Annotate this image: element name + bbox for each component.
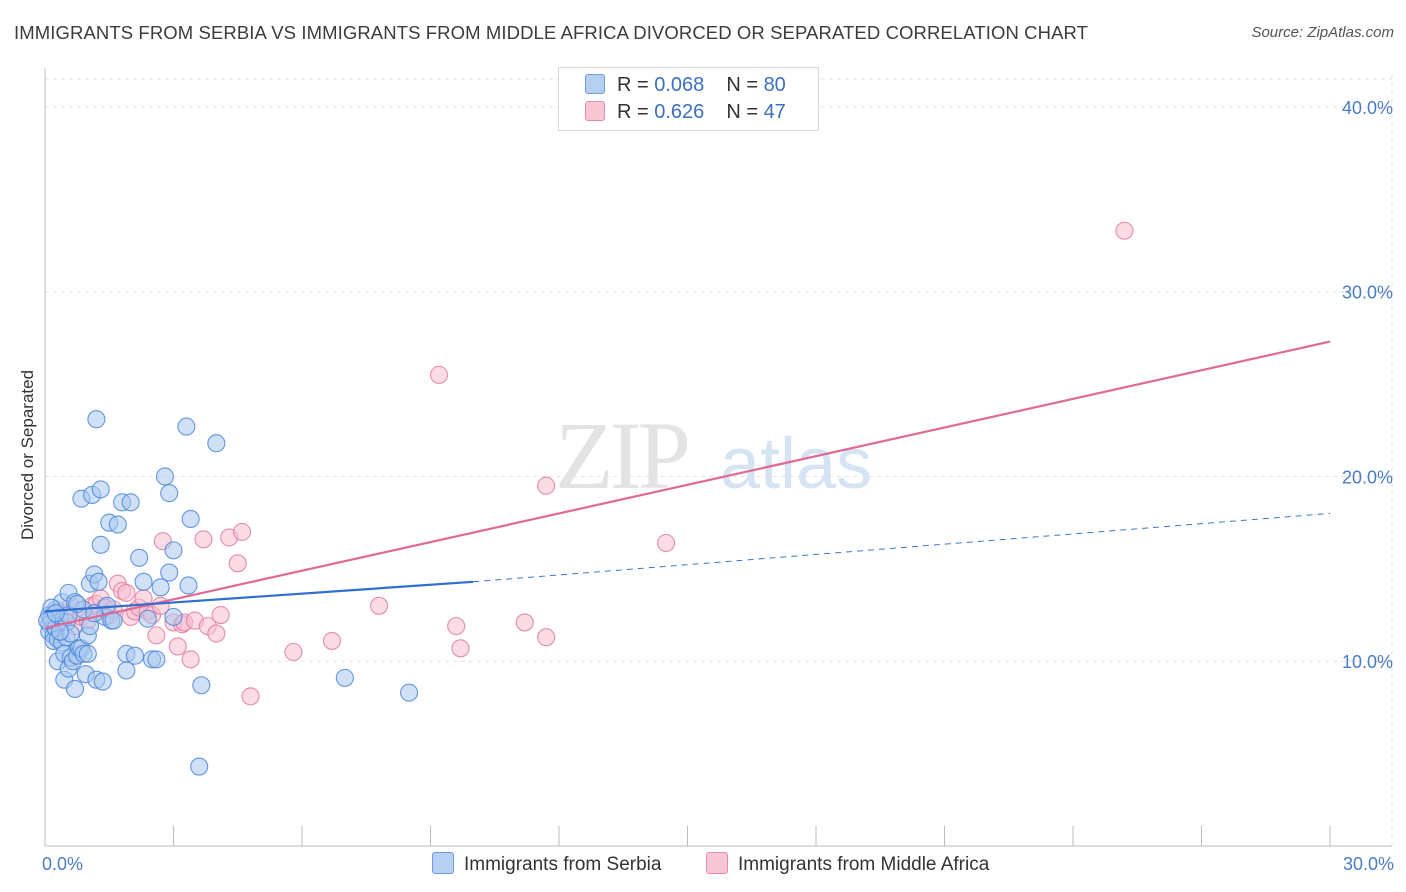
serbia-point [192,676,211,695]
serbia-point [179,576,198,595]
africa-point [117,583,136,602]
y-tick-label: 30.0% [1342,283,1393,303]
africa-point [232,522,252,541]
serbia-point [125,646,144,665]
africa-point [207,624,226,643]
serbia-point [91,535,110,554]
africa-r-value: 0.626 [654,101,705,123]
serbia-point [160,484,179,503]
africa-point [241,687,260,706]
africa-point [168,637,187,656]
africa-point [211,605,230,625]
serbia-point [151,578,170,597]
serbia-point [108,515,127,534]
legend-item-serbia[interactable]: Immigrants from Serbia [432,852,661,876]
serbia-point [177,417,196,436]
africa-point [322,631,342,650]
africa-point [451,639,470,658]
serbia-trendline [44,580,474,613]
serbia-point [46,604,65,623]
africa-point [515,613,534,632]
serbia-point [138,609,157,628]
serbia-point [190,757,209,776]
trendlines [44,340,1331,630]
africa-n-value: 47 [763,101,786,123]
legend-row-serbia: R = 0.068 N = 80 [585,74,786,98]
serbia-point [50,622,70,641]
x-tick-label: 30.0% [1343,854,1394,874]
africa-point [181,650,200,669]
legend-item-africa[interactable]: Immigrants from Middle Africa [706,852,989,876]
africa-trendline [44,340,1331,630]
africa-point [657,533,676,553]
serbia-point [147,650,166,669]
africa-legend-label: Immigrants from Middle Africa [738,854,990,875]
gridlines [45,75,1393,846]
serbia-point [160,563,179,582]
serbia-point [207,434,226,453]
serbia-point [400,683,419,702]
serbia-point [117,661,136,680]
africa-swatch [585,101,605,121]
serbia-point [93,672,112,691]
serbia-n-value: 80 [763,74,786,96]
serbia-point [121,493,140,512]
serbia-point [134,572,153,591]
serbia-swatch [585,74,605,94]
africa-legend-swatch [706,852,728,874]
watermark-zip: ZIP [555,402,688,509]
africa-n-label: N = [726,101,764,123]
serbia-point [335,668,354,687]
serbia-trendline-extension [473,512,1331,583]
serbia-n-label: N = [726,74,764,96]
serbia-legend-label: Immigrants from Serbia [464,854,662,875]
africa-point [370,596,389,615]
y-tick-labels: 10.0% 20.0% 30.0% 40.0% [1342,98,1393,672]
africa-point [228,554,247,573]
axes [44,68,1392,847]
serbia-point [164,607,183,626]
serbia-r-label: R = [617,74,655,96]
series-legend: Immigrants from Serbia Immigrants from M… [0,852,1406,878]
serbia-point [164,541,183,560]
x-tick-labels: 0.0% 30.0% [42,854,1394,874]
serbia-point [87,410,106,429]
stats-legend: R = 0.068 N = 80 R = 0.626 N = 47 [558,67,819,131]
africa-point [537,628,556,647]
africa-point [447,617,466,636]
africa-point [430,365,449,384]
y-tick-label: 10.0% [1342,652,1393,672]
serbia-point [65,679,85,699]
serbia-point [91,480,110,499]
africa-point [537,476,556,495]
africa-point [194,530,213,549]
y-tick-label: 20.0% [1342,467,1393,487]
x-tick-label: 0.0% [42,854,83,874]
watermark: ZIP atlas [555,402,872,509]
serbia-point [181,509,200,529]
serbia-legend-swatch [432,852,454,874]
africa-r-label: R = [617,101,655,123]
y-tick-label: 40.0% [1342,98,1393,118]
chart-title: IMMIGRANTS FROM SERBIA VS IMMIGRANTS FRO… [14,22,1089,43]
africa-point [284,642,303,662]
source-label: Source: ZipAtlas.com [1251,24,1394,41]
watermark-atlas: atlas [720,424,872,504]
serbia-point [155,467,174,486]
serbia-point [89,572,108,591]
serbia-point [130,548,149,567]
serbia-point [78,644,97,663]
legend-row-africa: R = 0.626 N = 47 [585,101,786,125]
serbia-r-value: 0.068 [654,74,705,96]
africa-point [147,626,166,645]
africa-point [1115,221,1134,240]
